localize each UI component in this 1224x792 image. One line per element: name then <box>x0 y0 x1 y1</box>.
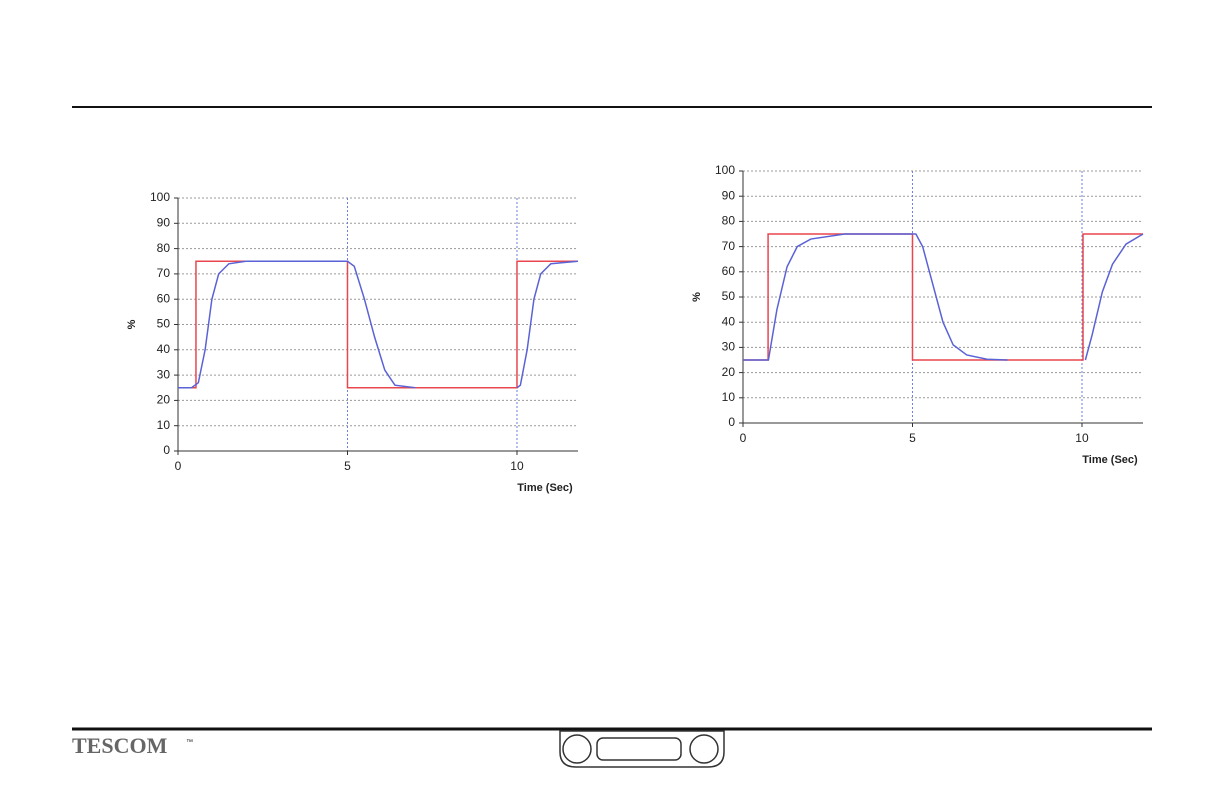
y-tick-label: 20 <box>157 393 171 407</box>
y-tick-label: 60 <box>722 264 736 278</box>
x-tick-label: 5 <box>909 431 916 445</box>
y-tick-label: 0 <box>163 443 170 457</box>
logo: TESCOM <box>72 733 168 758</box>
x-axis-label: Time (Sec) <box>1082 454 1138 466</box>
nav-page <box>596 737 682 761</box>
y-tick-label: 50 <box>722 289 736 303</box>
y-tick-label: 0 <box>728 415 735 429</box>
series-line <box>178 260 579 389</box>
y-tick-label: 90 <box>722 188 736 202</box>
x-tick-label: 0 <box>740 431 747 445</box>
y-tick-label: 100 <box>715 163 735 177</box>
x-axis-label: Time (Sec) <box>517 482 573 494</box>
series-line <box>743 233 1144 361</box>
y-tick-label: 30 <box>157 367 171 381</box>
nav-prev[interactable] <box>562 734 592 764</box>
y-tick-label: 80 <box>722 214 736 228</box>
y-tick-label: 10 <box>722 390 736 404</box>
nav-next[interactable] <box>689 734 719 764</box>
trademark: ™ <box>186 739 193 746</box>
series-line <box>178 260 578 389</box>
y-tick-label: 90 <box>157 215 171 229</box>
chart: 0 10 20 30 40 50 60 70 80 90 100 0 5 10 Time (Sec)% <box>126 190 579 494</box>
y-axis-label: % <box>126 319 138 329</box>
x-tick-label: 10 <box>510 459 524 473</box>
y-tick-label: 60 <box>157 291 171 305</box>
y-tick-label: 40 <box>722 314 736 328</box>
chart: 0 10 20 30 40 50 60 70 80 90 100 0 5 10 Time (Sec)% <box>691 163 1144 466</box>
x-tick-label: 0 <box>175 459 182 473</box>
y-tick-label: 30 <box>722 340 736 354</box>
y-tick-label: 20 <box>722 365 736 379</box>
series-line <box>743 233 1143 361</box>
x-tick-label: 10 <box>1075 431 1089 445</box>
page-nav <box>559 730 725 768</box>
y-tick-label: 100 <box>150 190 170 204</box>
x-tick-label: 5 <box>344 459 351 473</box>
y-axis-label: % <box>691 292 703 302</box>
y-tick-label: 50 <box>157 317 171 331</box>
y-tick-label: 70 <box>157 266 171 280</box>
y-tick-label: 10 <box>157 418 171 432</box>
y-tick-label: 80 <box>157 241 171 255</box>
y-tick-label: 70 <box>722 239 736 253</box>
y-tick-label: 40 <box>157 342 171 356</box>
